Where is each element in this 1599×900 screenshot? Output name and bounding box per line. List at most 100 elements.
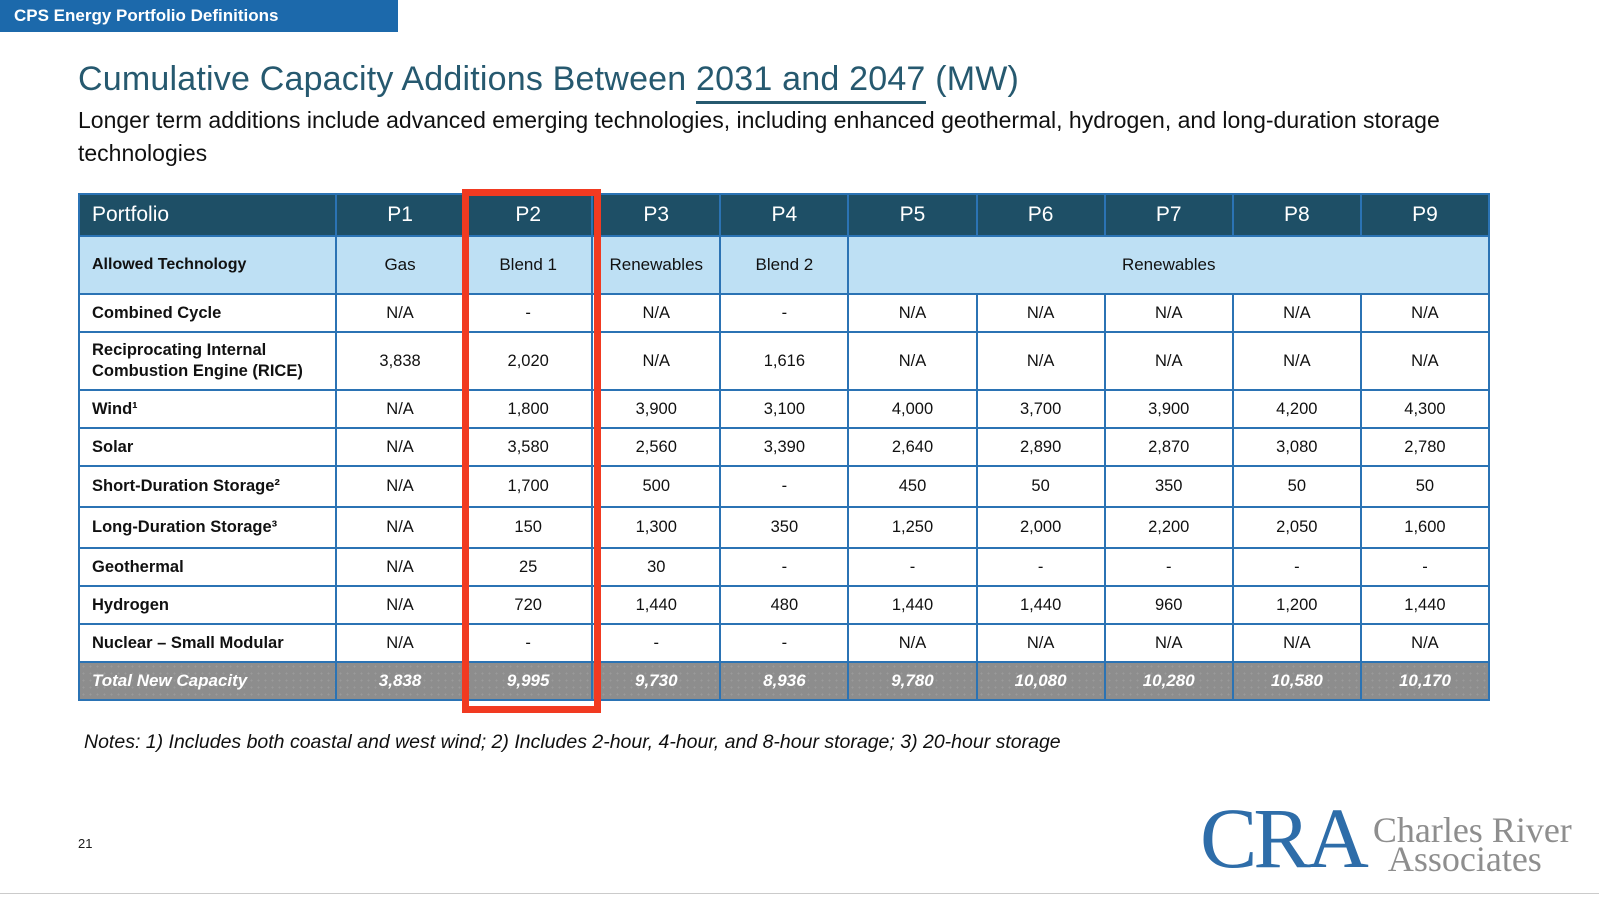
column-header-p9: P9 <box>1359 193 1491 237</box>
table-cell: N/A <box>847 293 978 333</box>
table-cell: 1,440 <box>591 585 722 625</box>
table-cell: N/A <box>847 623 978 663</box>
cra-logo-acronym: CRA <box>1200 790 1369 886</box>
table-cell: N/A <box>334 465 466 508</box>
subtitle: Longer term additions include advanced e… <box>78 107 1440 166</box>
table-cell: - <box>719 293 850 333</box>
table-cell: 50 <box>975 465 1106 508</box>
page-title: Cumulative Capacity Additions Between 20… <box>78 60 1020 104</box>
table-cell: N/A <box>1359 331 1491 391</box>
page-number: 21 <box>78 836 93 851</box>
cra-logo-line2: Associates <box>1387 839 1542 879</box>
column-header-p6: P6 <box>975 193 1106 237</box>
table-cell: 4,300 <box>1359 389 1491 429</box>
cra-logo-line1: Charles River <box>1372 810 1572 850</box>
table-cell: 4,200 <box>1231 389 1362 429</box>
title-suffix: (MW) <box>925 60 1020 98</box>
table-cell: N/A <box>334 506 466 549</box>
table-cell: 1,616 <box>719 331 850 391</box>
row-label: Wind¹ <box>78 389 337 429</box>
table-cell: 3,080 <box>1231 427 1362 467</box>
total-row: Total New Capacity 3,838 9,995 9,730 8,936 9,… <box>78 661 1491 701</box>
footer-divider <box>0 893 1599 894</box>
row-label: Nuclear – Small Modular <box>78 623 337 663</box>
column-header-p8: P8 <box>1231 193 1362 237</box>
table-cell: - <box>1103 547 1234 587</box>
table-row: Geothermal N/A 25 30- - - - - - <box>78 547 1491 587</box>
table-cell: - <box>975 547 1106 587</box>
row-label-allowed-technology: Allowed Technology <box>78 235 337 295</box>
banner-title: CPS Energy Portfolio Definitions <box>14 6 279 25</box>
allowed-technology-cell: Gas <box>334 235 466 295</box>
table-row: Wind¹ N/A 1,800 3,900 3,100 4,000 3,700 3,900 4,… <box>78 389 1491 429</box>
table-cell: N/A <box>975 623 1106 663</box>
allowed-technology-cell: Blend 1 <box>463 235 594 295</box>
total-cell: 9,995 <box>463 661 594 701</box>
table-cell: 25 <box>463 547 594 587</box>
table-row: Reciprocating Internal Combustion Engine… <box>78 331 1491 391</box>
column-header-p2: P2 <box>463 193 594 237</box>
table-cell: 1,440 <box>1359 585 1491 625</box>
table-cell: N/A <box>975 293 1106 333</box>
table-cell: N/A <box>1231 331 1362 391</box>
table-row: Hydrogen N/A 720 1,440 480 1,440 1,440 960 1,200… <box>78 585 1491 625</box>
total-row-label: Total New Capacity <box>78 661 337 701</box>
table-cell: N/A <box>334 623 466 663</box>
table-cell: 3,900 <box>1103 389 1234 429</box>
header-row: Portfolio P1 P2 P3 P4 P5 P6 P7 P8 P9 <box>78 193 1491 237</box>
row-label: Long-Duration Storage³ <box>78 506 337 549</box>
table-cell: N/A <box>975 331 1106 391</box>
allowed-technology-cell: Blend 2 <box>719 235 850 295</box>
table-cell: - <box>847 547 978 587</box>
table-cell: 50 <box>1231 465 1362 508</box>
table-cell: 2,200 <box>1103 506 1234 549</box>
column-header-p1: P1 <box>334 193 466 237</box>
table-cell: 3,390 <box>719 427 850 467</box>
table-cell: - <box>719 547 850 587</box>
table-row: Solar N/A 3,580 2,560 3,390 2,640 2,890 2,870 3,… <box>78 427 1491 467</box>
row-label: Geothermal <box>78 547 337 587</box>
table-cell: 1,440 <box>975 585 1106 625</box>
table-cell: 1,600 <box>1359 506 1491 549</box>
total-cell: 10,580 <box>1231 661 1362 701</box>
capacity-table: Portfolio P1 P2 P3 P4 P5 P6 P7 P8 P9 Allowed Techn… <box>78 193 1491 701</box>
table-cell: - <box>1231 547 1362 587</box>
table-cell: 3,900 <box>591 389 722 429</box>
cra-logo: CRA Charles River Associates <box>1200 790 1572 886</box>
table-cell: 960 <box>1103 585 1234 625</box>
table-cell: 3,100 <box>719 389 850 429</box>
table-cell: 2,560 <box>591 427 722 467</box>
table-cell: N/A <box>1103 293 1234 333</box>
table-cell: N/A <box>334 427 466 467</box>
table-cell: 2,050 <box>1231 506 1362 549</box>
table-cell: N/A <box>334 293 466 333</box>
column-header-p5: P5 <box>847 193 978 237</box>
table-cell: 1,300 <box>591 506 722 549</box>
row-label: Hydrogen <box>78 585 337 625</box>
column-header-p4: P4 <box>719 193 850 237</box>
total-cell: 9,730 <box>591 661 722 701</box>
column-header-p3: P3 <box>591 193 722 237</box>
table-cell: 2,870 <box>1103 427 1234 467</box>
total-cell: 9,780 <box>847 661 978 701</box>
allowed-technology-row: Allowed Technology Gas Blend 1 Renewables Bl… <box>78 235 1490 295</box>
table-cell: - <box>719 465 850 508</box>
column-header-p7: P7 <box>1103 193 1234 237</box>
table-cell: N/A <box>1359 623 1491 663</box>
table-cell: 1,200 <box>1231 585 1362 625</box>
total-cell: 10,080 <box>975 661 1106 701</box>
table-cell: N/A <box>334 389 466 429</box>
table-cell: 2,000 <box>975 506 1106 549</box>
total-cell: 3,838 <box>334 661 466 701</box>
table-cell: 3,580 <box>463 427 594 467</box>
table-row: Combined Cycle N/A - N/A - N/A N/A N/A N/A N/A <box>78 293 1491 333</box>
table-cell: N/A <box>1359 293 1491 333</box>
table-cell: 2,780 <box>1359 427 1491 467</box>
row-label: Solar <box>78 427 337 467</box>
table-cell: N/A <box>334 585 466 625</box>
cra-logo-text: Charles River Associates <box>1372 802 1572 877</box>
table-cell: N/A <box>591 331 722 391</box>
table-cell: - <box>591 623 722 663</box>
table-cell: 3,700 <box>975 389 1106 429</box>
row-label: Short-Duration Storage² <box>78 465 337 508</box>
